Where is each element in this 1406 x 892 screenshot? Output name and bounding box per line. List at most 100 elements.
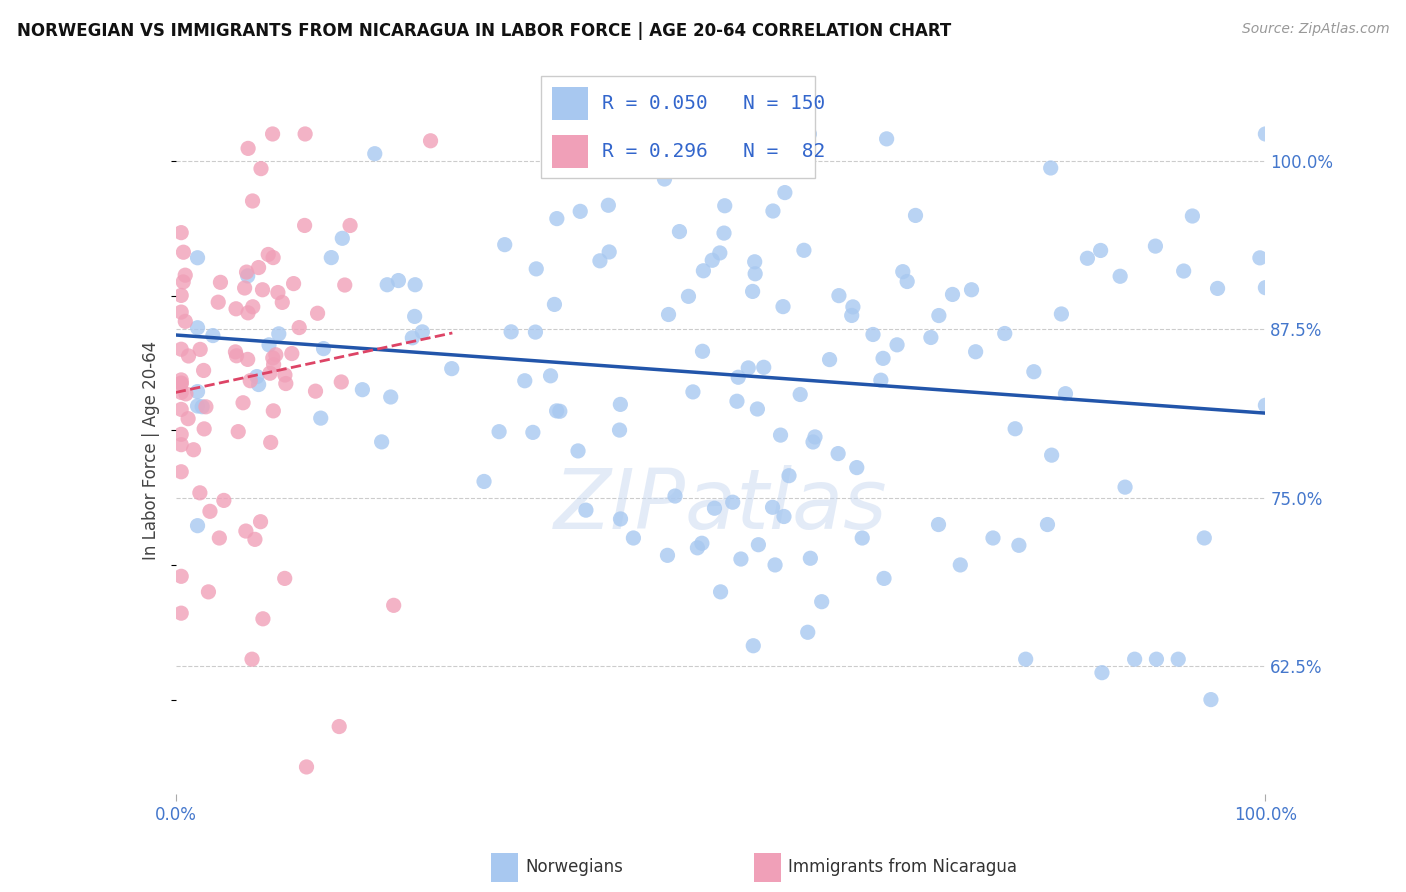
Point [404,310,426,324]
Point [1039,161,1062,175]
Point [713,226,735,240]
Point [994,326,1017,341]
Point [1254,127,1277,141]
Point [657,549,679,563]
Point [312,342,335,356]
Point [246,369,269,384]
Point [960,283,983,297]
Point [742,639,765,653]
Point [194,400,217,414]
Point [793,244,815,258]
Point [772,300,794,314]
Point [236,352,259,367]
Point [1254,398,1277,412]
Point [886,338,908,352]
Point [247,377,270,392]
Point [247,260,270,275]
Point [713,199,735,213]
Text: NORWEGIAN VS IMMIGRANTS FROM NICARAGUA IN LABOR FORCE | AGE 20-64 CORRELATION CH: NORWEGIAN VS IMMIGRANTS FROM NICARAGUA I… [17,22,950,40]
Point [472,475,495,489]
Point [920,330,942,344]
Point [186,251,209,265]
Point [778,468,800,483]
Point [1090,244,1112,258]
Point [1054,386,1077,401]
Point [799,127,821,141]
Point [1036,517,1059,532]
Point [186,399,209,413]
Point [1194,531,1216,545]
Point [240,652,263,666]
Point [828,288,851,302]
Point [250,161,273,176]
Point [170,305,193,319]
Point [170,385,193,400]
FancyBboxPatch shape [541,76,815,178]
Point [330,375,353,389]
Point [1249,251,1271,265]
Point [896,275,918,289]
Point [827,447,849,461]
Point [239,374,262,388]
Point [236,141,259,155]
Point [352,383,374,397]
Text: Immigrants from Nicaragua: Immigrants from Nicaragua [789,858,1018,877]
Point [193,363,215,377]
Point [419,134,441,148]
Point [304,384,326,399]
Point [183,442,205,457]
Point [274,368,297,382]
Point [252,283,274,297]
Point [309,411,332,425]
Point [440,361,463,376]
Text: ZIPatlas: ZIPatlas [554,465,887,546]
Point [375,277,398,292]
Text: R = 0.050   N = 150: R = 0.050 N = 150 [602,94,825,113]
Point [207,295,229,310]
Bar [491,854,517,881]
Point [193,422,215,436]
Point [949,558,972,572]
Point [257,247,280,261]
Point [411,325,433,339]
Point [796,625,818,640]
Point [307,306,329,320]
Point [170,376,193,390]
Point [330,231,353,245]
Point [524,261,547,276]
Point [1076,252,1098,266]
Point [524,325,547,339]
Text: R = 0.296   N =  82: R = 0.296 N = 82 [602,142,825,161]
Point [522,425,544,440]
Point [267,285,290,300]
Point [328,720,350,734]
Point [224,344,246,359]
Point [501,325,523,339]
Point [540,368,562,383]
Point [209,276,232,290]
Point [841,309,863,323]
Text: Source: ZipAtlas.com: Source: ZipAtlas.com [1241,22,1389,37]
Point [1050,307,1073,321]
Point [188,486,211,500]
Point [170,343,193,357]
Point [678,289,700,303]
Point [1173,264,1195,278]
Point [1022,365,1045,379]
Point [321,251,343,265]
Point [262,251,284,265]
Point [1206,281,1229,295]
Text: Norwegians: Norwegians [526,858,623,877]
Point [174,314,197,328]
Point [589,253,612,268]
Point [186,518,209,533]
Point [762,204,785,219]
Point [170,606,193,620]
Point [668,225,690,239]
Point [1199,692,1222,706]
Point [257,338,280,352]
Y-axis label: In Labor Force | Age 20-64: In Labor Force | Age 20-64 [142,341,160,560]
Point [609,397,631,411]
Point [274,571,297,585]
Point [851,531,873,545]
